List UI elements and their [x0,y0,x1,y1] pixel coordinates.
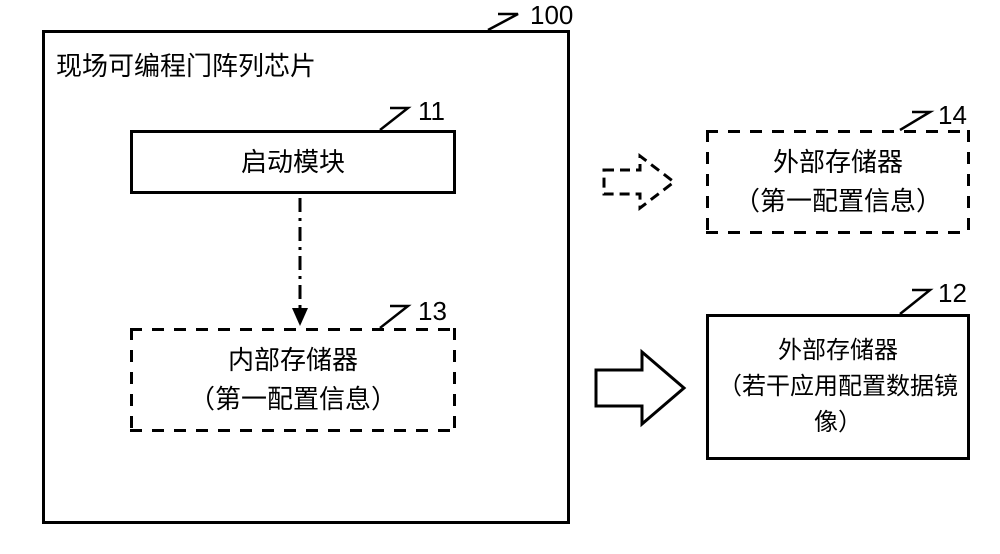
chip-title: 现场可编程门阵列芯片 [56,46,316,83]
ref-label-13: 13 [418,296,447,327]
node-12-line1: 外部存储器 [718,333,958,369]
edge-chip-to-14 [600,152,678,212]
node-13-line1: 内部存储器 [189,341,397,380]
node-12-line3: 像） [718,405,958,441]
node-14-line2: （第一配置信息） [734,182,942,221]
edge-11-to-13 [290,196,310,326]
node-11-label: 启动模块 [241,143,345,182]
ref-label-11: 11 [418,96,445,127]
node-internal-memory: 内部存储器 （第一配置信息） [130,328,456,432]
ref-label-14: 14 [938,100,967,131]
edge-chip-to-12 [592,348,688,428]
ref-label-12: 12 [938,278,967,309]
node-12-line2: （若干应用配置数据镜 [718,369,958,405]
node-external-memory-12: 外部存储器 （若干应用配置数据镜 像） [706,314,970,460]
node-startup-module: 启动模块 [130,130,456,194]
node-14-line1: 外部存储器 [734,143,942,182]
node-13-line2: （第一配置信息） [189,380,397,419]
ref-label-100: 100 [530,0,573,31]
node-external-memory-14: 外部存储器 （第一配置信息） [706,130,970,234]
